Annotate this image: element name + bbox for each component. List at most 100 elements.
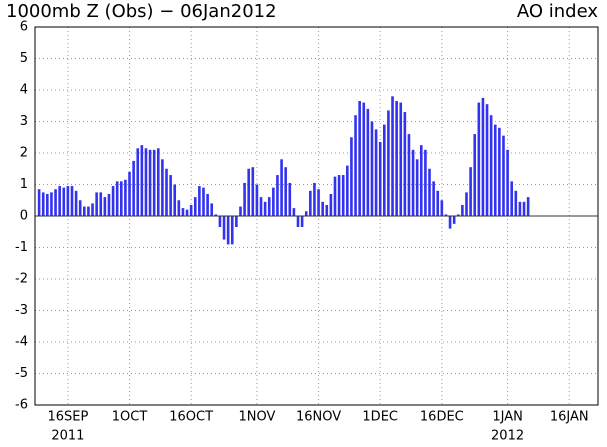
bar — [424, 149, 427, 216]
bar — [346, 165, 349, 216]
bar — [284, 167, 287, 216]
bar — [37, 189, 41, 216]
plot-frame — [34, 26, 599, 406]
bar — [469, 167, 472, 216]
bar — [165, 168, 168, 216]
bar — [91, 203, 94, 216]
x-year-label: 2012 — [491, 429, 524, 444]
bar — [161, 159, 164, 216]
bar — [461, 204, 464, 216]
bar — [222, 216, 226, 240]
bar — [255, 184, 259, 216]
y-tick-label: -3 — [15, 303, 28, 318]
y-tick-label: -1 — [15, 240, 28, 255]
bar — [300, 216, 304, 228]
bar — [419, 145, 423, 216]
bar — [477, 102, 481, 216]
bar — [337, 175, 341, 216]
bar — [46, 193, 49, 216]
bar — [370, 121, 374, 216]
bar — [189, 204, 193, 216]
bar — [119, 181, 123, 216]
bar — [366, 108, 370, 216]
bar — [83, 206, 86, 216]
bar — [78, 200, 82, 216]
bar — [66, 186, 70, 216]
y-tick-label: -5 — [15, 366, 28, 381]
bar — [263, 201, 267, 216]
bar — [140, 145, 144, 216]
bar — [185, 209, 189, 216]
y-tick-label: 4 — [20, 83, 28, 98]
bar — [514, 190, 518, 216]
y-tick-label: -4 — [15, 335, 28, 350]
bar — [498, 127, 501, 216]
bar — [272, 187, 275, 216]
chart-title: 1000mb Z (Obs) − 06Jan2012 — [6, 1, 277, 22]
bar — [243, 182, 246, 216]
bar — [54, 189, 57, 216]
bar — [218, 216, 222, 228]
bar — [169, 175, 172, 216]
x-tick-label: 16JAN — [550, 410, 589, 425]
x-year-label: 2011 — [51, 429, 84, 444]
x-tick-label: 1NOV — [238, 410, 275, 425]
bar — [239, 206, 242, 216]
bar — [230, 216, 234, 245]
bar — [132, 160, 135, 216]
bar — [383, 124, 386, 216]
bar — [362, 102, 366, 216]
bar — [493, 124, 497, 216]
bar — [481, 97, 485, 216]
x-tick-label: 1DEC — [362, 410, 398, 425]
bar — [489, 115, 493, 216]
bar — [387, 110, 390, 216]
bar — [378, 141, 382, 216]
bar — [411, 149, 415, 216]
bar — [296, 216, 300, 228]
bar — [128, 171, 131, 216]
bar — [526, 197, 530, 216]
bar — [440, 200, 444, 216]
bar — [403, 112, 407, 216]
bar — [214, 214, 218, 216]
bar — [136, 148, 140, 216]
bar — [329, 193, 333, 216]
bar — [152, 149, 156, 216]
bar — [465, 192, 468, 216]
bar — [181, 208, 185, 216]
bar — [432, 181, 435, 216]
x-tick-label: 1OCT — [112, 410, 148, 425]
bar — [292, 208, 296, 216]
bar — [107, 193, 111, 216]
bar — [156, 148, 160, 216]
bar — [111, 186, 115, 216]
bar — [452, 216, 456, 224]
x-tick-label: 16NOV — [296, 410, 341, 425]
bar — [444, 214, 448, 216]
bar — [415, 159, 419, 216]
bar — [288, 182, 292, 216]
bar — [226, 216, 230, 245]
bar — [247, 168, 250, 216]
bar — [436, 190, 440, 216]
bar — [259, 197, 263, 216]
bar — [518, 201, 522, 216]
bar — [193, 197, 197, 216]
chart-subtitle: AO index — [517, 1, 598, 22]
bar — [210, 203, 214, 216]
bar — [321, 201, 324, 216]
y-tick-label: 3 — [20, 114, 28, 129]
bar — [50, 192, 53, 216]
bar — [350, 137, 353, 216]
bar — [407, 134, 411, 216]
bar — [510, 181, 514, 216]
bar — [522, 201, 526, 216]
bar — [317, 189, 320, 216]
bar — [428, 168, 431, 216]
bar — [333, 176, 337, 216]
bar — [103, 197, 107, 216]
bar — [374, 129, 378, 216]
y-tick-label: 6 — [20, 20, 28, 35]
